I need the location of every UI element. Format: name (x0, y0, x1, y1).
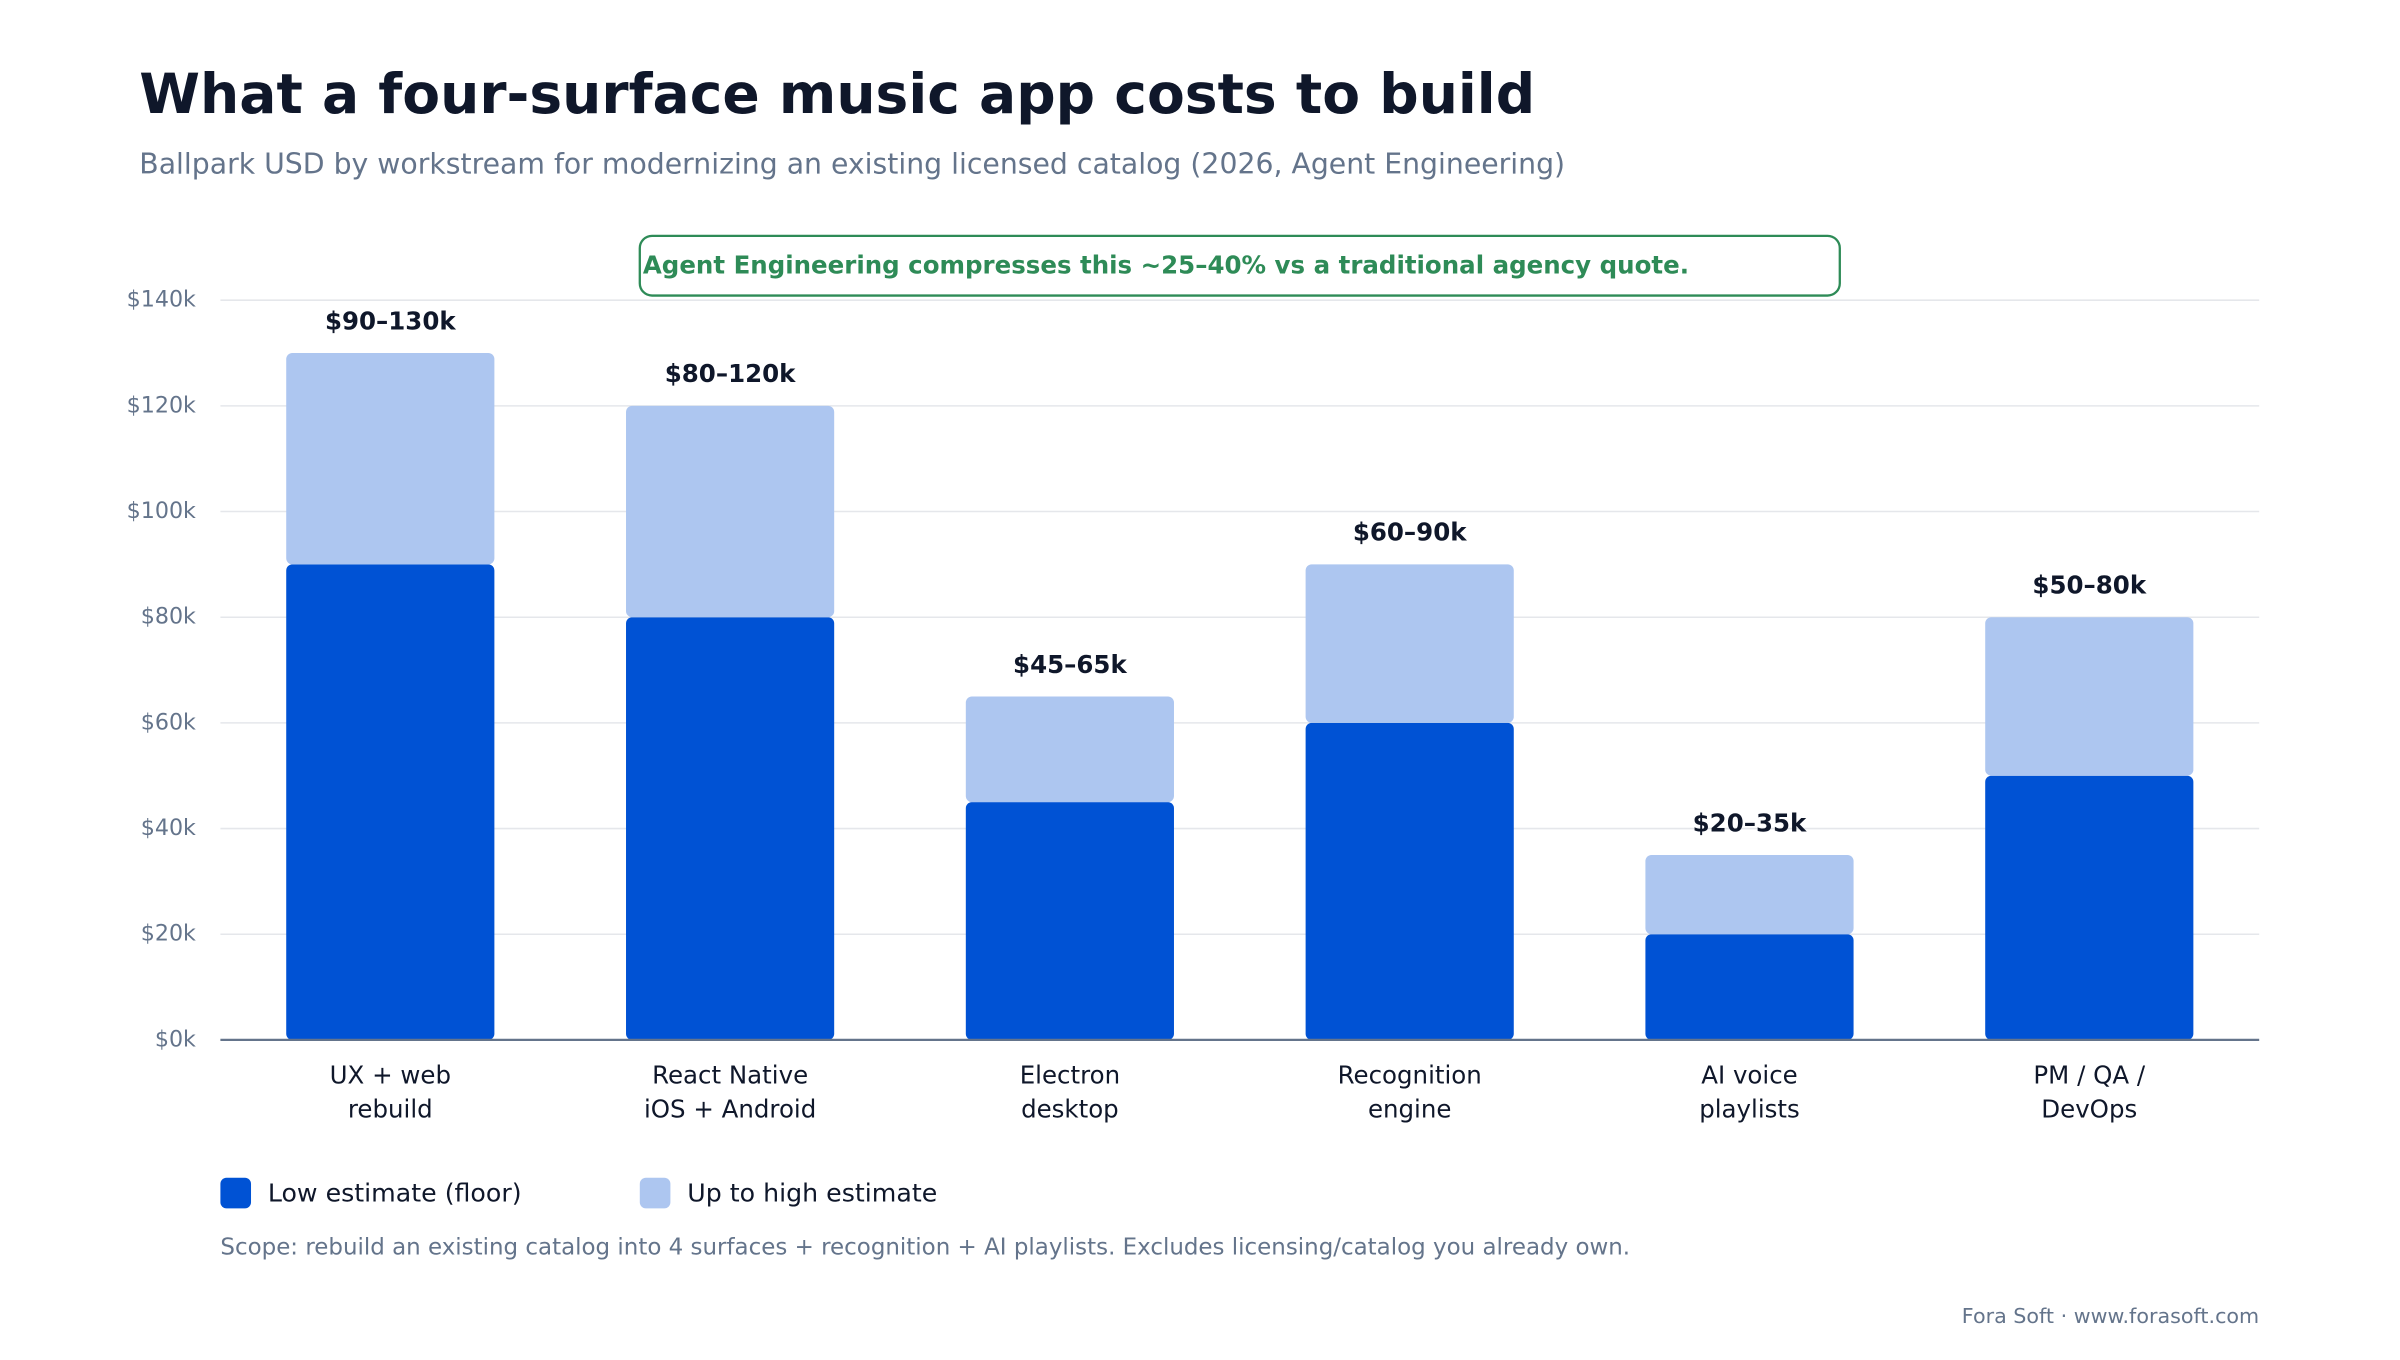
bar-segment (286, 564, 495, 1040)
x-tick-label: React Native (652, 1061, 808, 1090)
annotation-box (638, 234, 1841, 297)
y-tick-label: $140k (127, 287, 196, 313)
y-tick-label: $80k (141, 604, 196, 630)
bar-segment (1305, 722, 1514, 1040)
annotation: Agent Engineering compresses this ~25–40… (643, 250, 1689, 279)
footnote: Scope: rebuild an existing catalog into … (220, 1235, 1630, 1261)
bar-segment (626, 617, 835, 1040)
value-label: $20–35k (1693, 808, 1807, 837)
source: Fora Soft · www.forasoft.com (1962, 1304, 2259, 1328)
y-tick-label: $0k (155, 1026, 196, 1052)
x-tick-label: rebuild (348, 1094, 433, 1123)
x-tick-label: AI voice (1701, 1061, 1798, 1090)
x-tick-label: Recognition (1338, 1061, 1482, 1090)
x-tick-label: playlists (1699, 1094, 1800, 1123)
chart-title: What a four-surface music app costs to b… (139, 62, 1535, 126)
bar-segment (965, 802, 1174, 1040)
x-tick-label: iOS + Android (644, 1094, 816, 1123)
bar-segment (1645, 854, 1854, 935)
y-tick-label: $60k (141, 709, 196, 735)
y-tick-label: $20k (141, 921, 196, 947)
value-label: $80–120k (665, 359, 796, 388)
x-tick-label: desktop (1021, 1094, 1119, 1123)
legend-label: Low estimate (floor) (268, 1179, 522, 1208)
legend-label: Up to high estimate (687, 1179, 937, 1208)
y-tick-label: $120k (127, 392, 196, 418)
bar-segment (1985, 775, 2194, 1040)
bar-segment (286, 353, 495, 565)
y-tick-label: $40k (141, 815, 196, 841)
x-tick-label: Electron (1020, 1061, 1120, 1090)
chart-subtitle: Ballpark USD by workstream for modernizi… (139, 147, 1565, 180)
value-label: $60–90k (1353, 518, 1467, 547)
bar-segment (965, 696, 1174, 803)
legend-swatch (220, 1177, 252, 1209)
bar-segment (1305, 564, 1514, 723)
x-tick-label: UX + web (330, 1061, 451, 1090)
legend-swatch (639, 1177, 671, 1209)
bar-segment (1645, 934, 1854, 1040)
x-tick-label: DevOps (2041, 1094, 2137, 1123)
x-tick-label: PM / QA / (2033, 1061, 2145, 1090)
value-label: $50–80k (2032, 571, 2146, 600)
bar-segment (626, 405, 835, 618)
x-tick-label: engine (1368, 1094, 1451, 1123)
value-label: $45–65k (1013, 650, 1127, 679)
bar-segment (1985, 617, 2194, 776)
value-label: $90–130k (325, 306, 456, 335)
y-tick-label: $100k (127, 498, 196, 524)
